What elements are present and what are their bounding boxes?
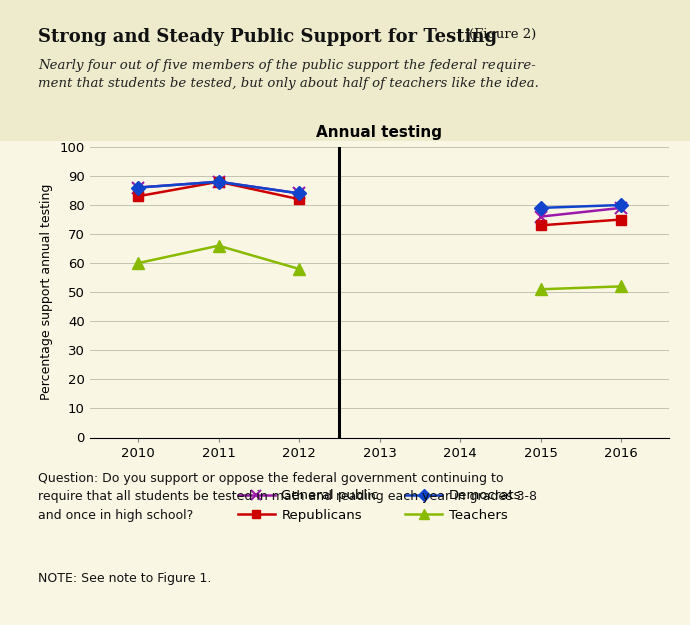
Legend: General public, Republicans, Democrats, Teachers: General public, Republicans, Democrats, …	[238, 489, 521, 522]
Text: NOTE: See note to Figure 1.: NOTE: See note to Figure 1.	[38, 572, 211, 585]
Y-axis label: Percentage support annual testing: Percentage support annual testing	[39, 184, 52, 401]
Title: Annual testing: Annual testing	[317, 125, 442, 140]
Text: (Figure 2): (Figure 2)	[469, 28, 536, 41]
Text: Strong and Steady Public Support for Testing: Strong and Steady Public Support for Tes…	[38, 28, 497, 46]
Text: Question: Do you support or oppose the federal government continuing to
require : Question: Do you support or oppose the f…	[38, 472, 537, 522]
Text: Nearly four out of five members of the public support the federal require-
ment : Nearly four out of five members of the p…	[38, 59, 539, 90]
